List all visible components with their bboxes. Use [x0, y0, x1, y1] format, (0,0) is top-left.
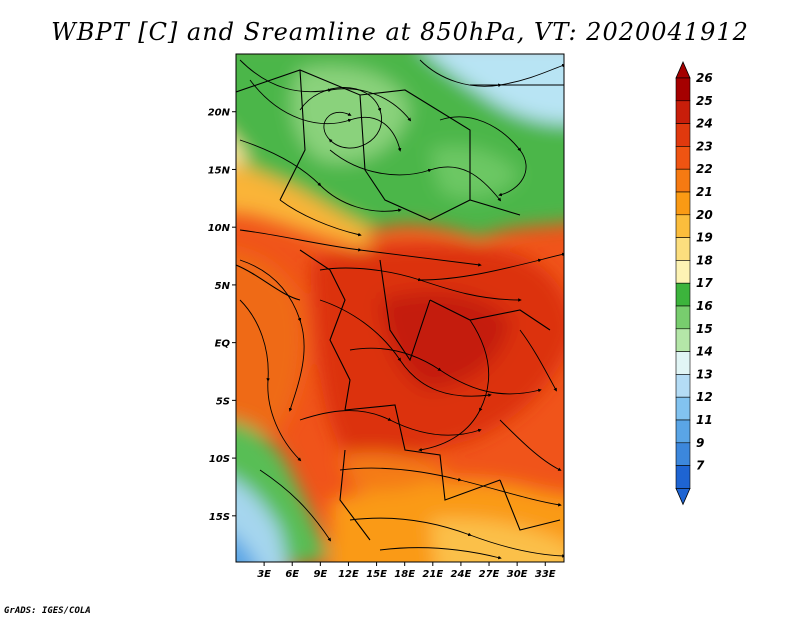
colorbar-swatch	[675, 237, 691, 261]
colorbar-swatch	[675, 442, 691, 466]
colorbar-label: 24	[696, 117, 713, 131]
colorbar-swatch	[675, 328, 691, 352]
colorbar-label: 7	[696, 459, 705, 473]
colorbar-label: 14	[696, 345, 713, 359]
map-panel: 20N 15N 10N 5N EQ 5S 10S 15S 3E 6E 9E 12E 15E 18E 21E 2…	[208, 53, 565, 580]
streamline	[499, 419, 562, 471]
colorbar-label: 22	[696, 162, 713, 176]
streamline	[299, 87, 382, 149]
streamline	[259, 469, 331, 542]
colorbar-label: 16	[696, 299, 713, 313]
colorbar-swatch	[675, 419, 691, 444]
colorbar-swatch	[675, 260, 691, 284]
lon-tick-label: 24E	[451, 569, 472, 580]
streamline	[239, 299, 302, 462]
lat-tick-label: 15S	[209, 512, 230, 523]
country-borders	[236, 69, 564, 541]
streamline	[439, 116, 527, 197]
colorbar-label: 18	[696, 253, 713, 267]
streamline	[329, 149, 502, 202]
lon-tick-label: 27E	[479, 569, 500, 580]
streamline	[299, 410, 482, 436]
streamline	[349, 517, 564, 558]
colorbar-label: 20	[696, 208, 713, 222]
lon-tick-label: 3E	[257, 569, 271, 580]
colorbar-swatch	[675, 168, 691, 193]
streamline	[319, 299, 492, 398]
lon-tick-label: 18E	[394, 569, 415, 580]
colorbar: 26 25 24 23 22 21 20 19 18 17 16 15 14 13 12 11 9 7	[675, 61, 713, 506]
colorbar-label: 25	[696, 94, 713, 108]
lat-tick-label: EQ	[215, 339, 231, 350]
streamline	[239, 229, 482, 267]
streamline	[418, 319, 490, 452]
lon-tick-label: 6E	[285, 569, 299, 580]
colorbar-swatch	[675, 465, 691, 489]
lon-tick-label: 9E	[313, 569, 327, 580]
colorbar-label: 15	[696, 322, 713, 336]
streamline	[419, 252, 564, 281]
colorbar-top-arrow	[675, 61, 691, 79]
streamline	[279, 199, 362, 237]
streamline	[239, 139, 402, 213]
colorbar-label: 21	[696, 185, 713, 199]
map-axes: 20N 15N 10N 5N EQ 5S 10S 15S 3E 6E 9E 12E 15E 18E 21E 2…	[208, 108, 556, 580]
colorbar-swatch	[675, 77, 691, 102]
lat-tick-label: 15N	[208, 165, 231, 176]
streamline	[239, 59, 412, 122]
wbpt-field	[236, 54, 564, 562]
colorbar-label: 26	[696, 71, 713, 85]
lon-tick-label: 15E	[366, 569, 387, 580]
colorbar-swatch	[675, 100, 691, 124]
streamline	[349, 347, 542, 395]
chart-title: WBPT [C] and Sreamline at 850hPa, VT: 20…	[51, 18, 749, 46]
streamline	[379, 547, 502, 560]
colorbar-bottom-arrow	[675, 487, 691, 506]
colorbar-label: 11	[696, 413, 713, 427]
lon-tick-label: 30E	[507, 569, 528, 580]
lat-tick-label: 20N	[208, 108, 231, 119]
colorbar-label: 13	[696, 367, 713, 381]
colorbar-label: 9	[696, 436, 704, 450]
lat-tick-label: 5S	[216, 396, 230, 407]
lon-tick-label: 33E	[535, 569, 556, 580]
colorbar-swatch	[675, 396, 691, 421]
colorbar-swatch	[675, 214, 691, 238]
colorbar-label: 12	[696, 390, 713, 404]
colorbar-swatch	[675, 351, 691, 375]
lat-tick-label: 10S	[209, 454, 230, 465]
lat-tick-label: 10N	[208, 223, 231, 234]
colorbar-swatch	[675, 146, 691, 170]
lat-tick-label: 5N	[215, 281, 231, 292]
map-frame	[235, 53, 565, 563]
colorbar-label: 23	[696, 139, 713, 153]
streamline	[339, 467, 562, 507]
colorbar-label: 17	[696, 276, 713, 290]
streamlines	[239, 59, 564, 560]
colorbar-swatch	[675, 282, 691, 307]
colorbar-swatch	[675, 374, 691, 398]
colorbar-swatch	[675, 305, 691, 330]
colorbar-swatch	[675, 123, 691, 147]
colorbar-label: 19	[696, 231, 713, 245]
lon-tick-label: 12E	[338, 569, 359, 580]
credit-label: GrADS: IGES/COLA	[4, 606, 91, 616]
streamline	[519, 329, 557, 392]
lon-tick-label: 21E	[422, 569, 443, 580]
colorbar-swatch	[675, 191, 691, 216]
